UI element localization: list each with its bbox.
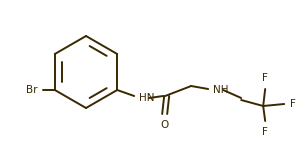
Text: O: O <box>160 120 168 130</box>
Text: F: F <box>262 127 268 137</box>
Text: NH: NH <box>213 85 229 95</box>
Text: F: F <box>290 99 296 109</box>
Text: Br: Br <box>26 85 38 95</box>
Text: HN: HN <box>139 93 155 103</box>
Text: F: F <box>262 73 268 83</box>
